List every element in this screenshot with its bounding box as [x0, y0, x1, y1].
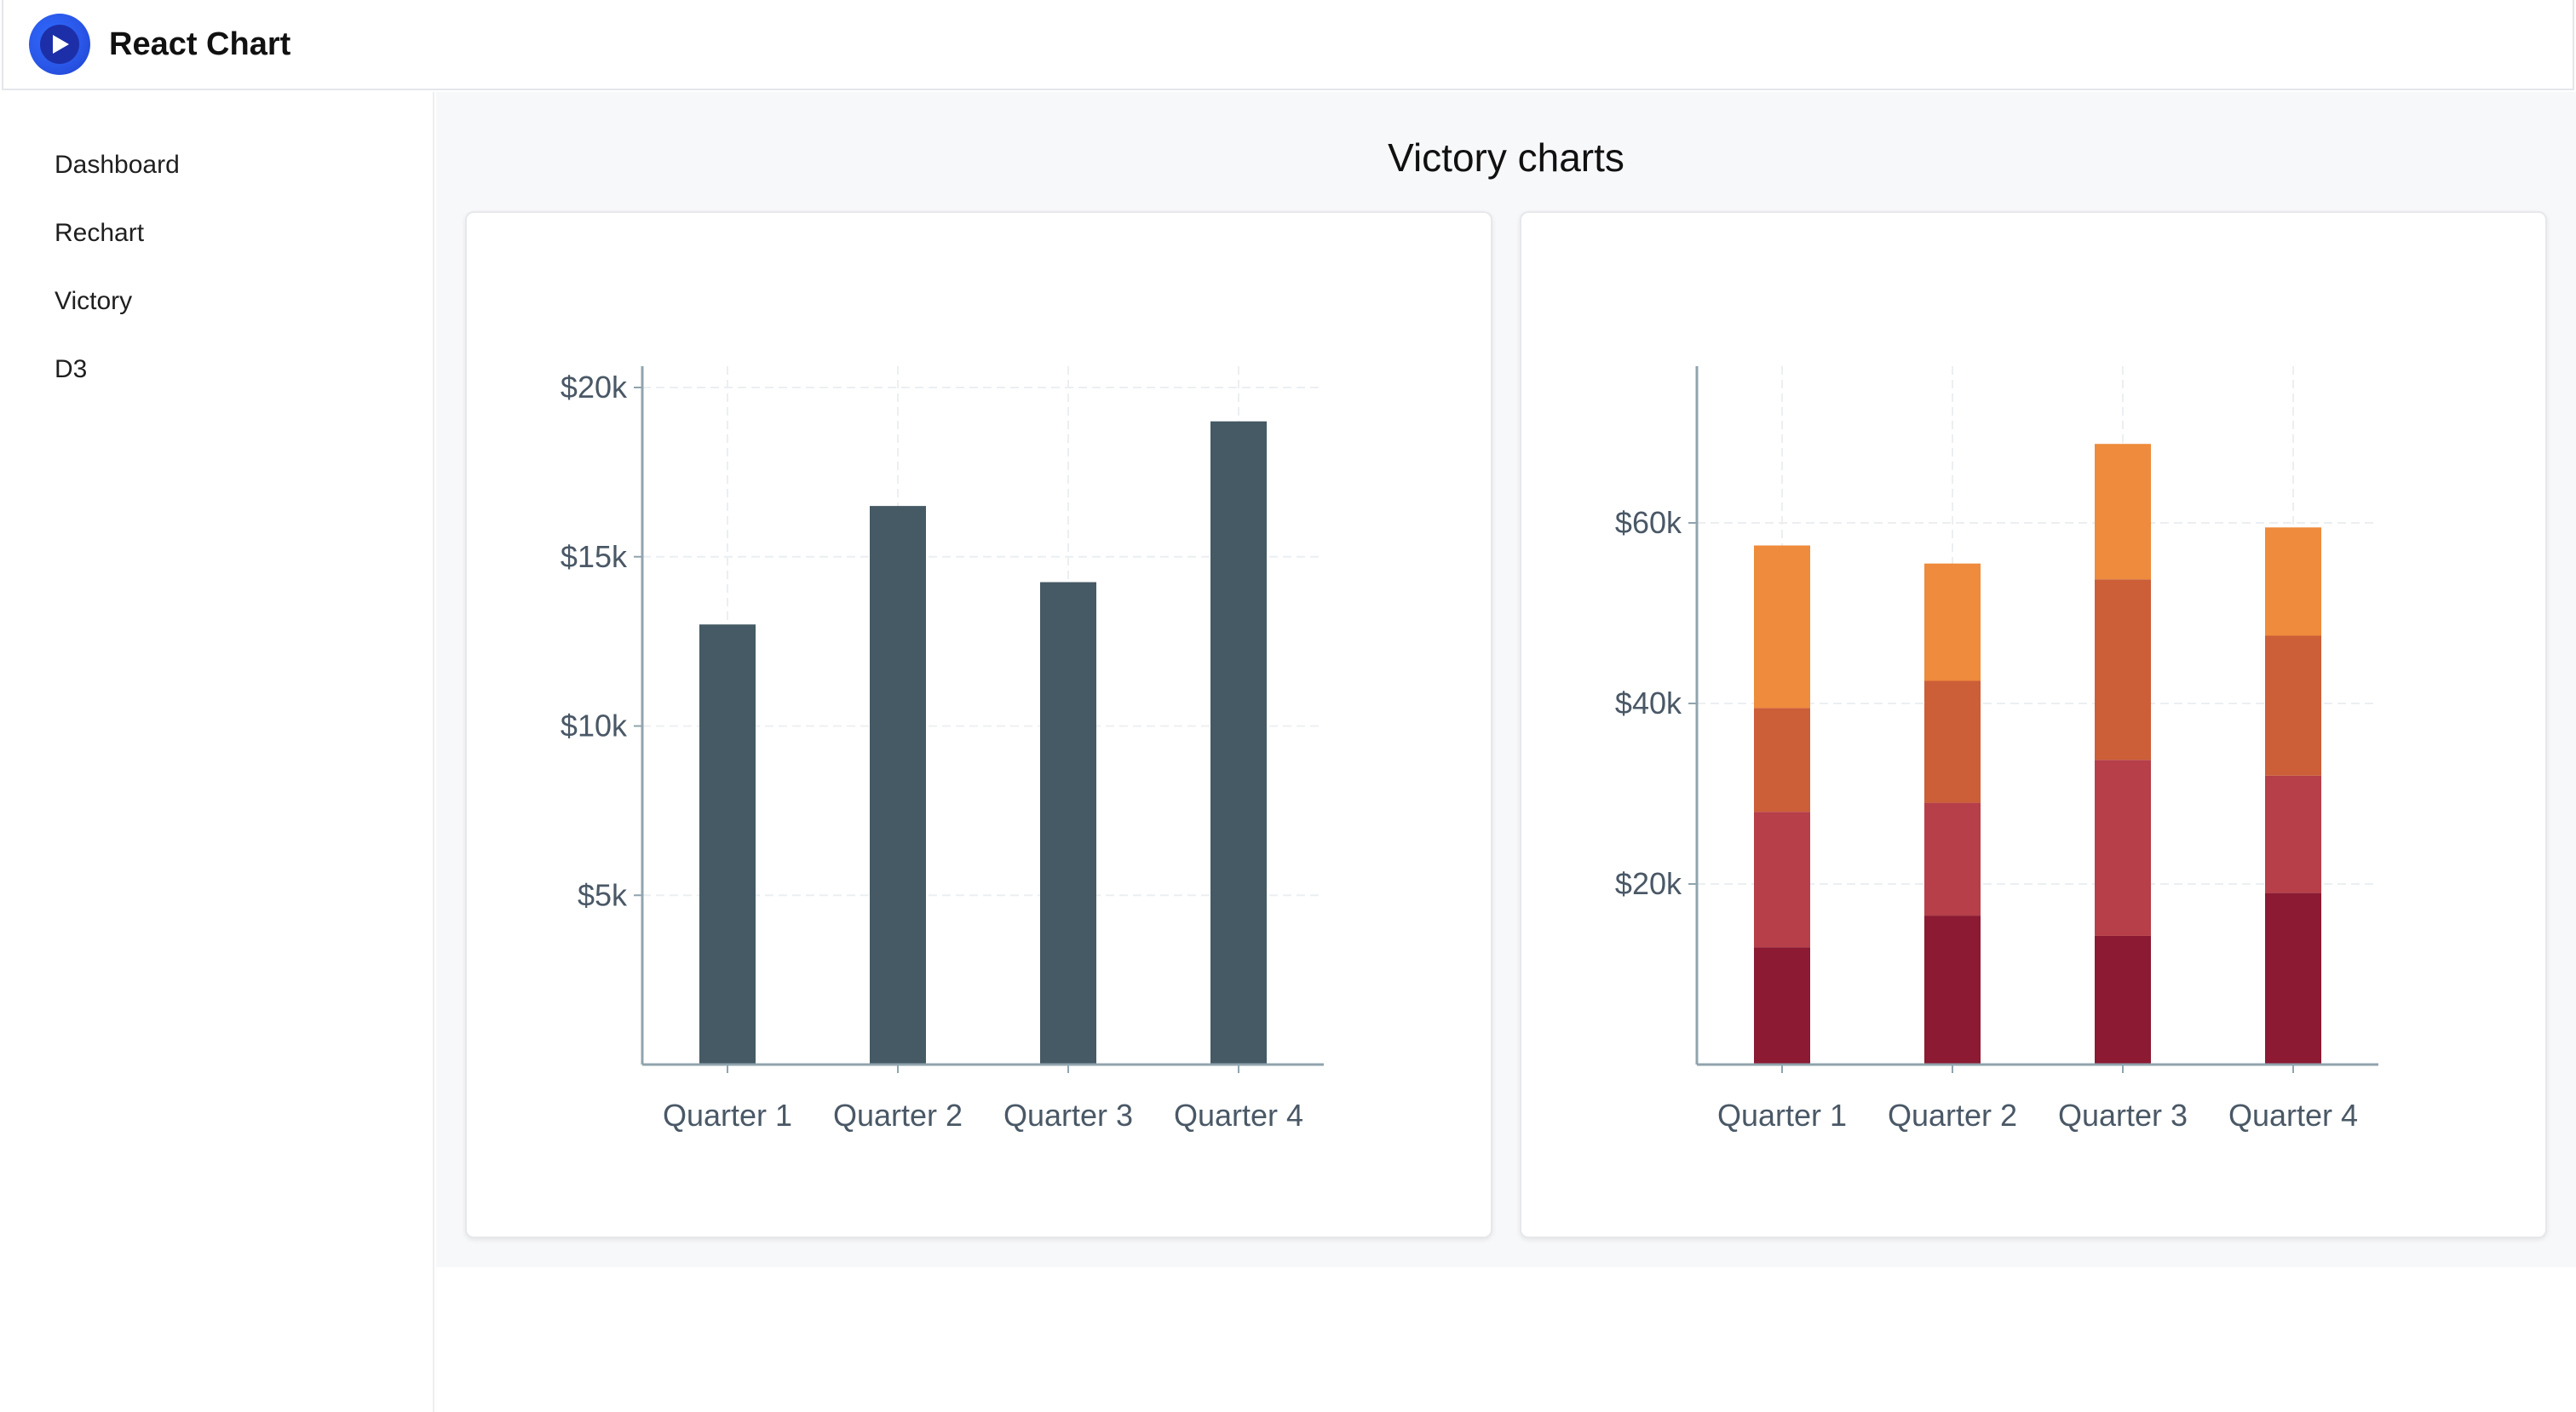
bar-segment	[1924, 802, 1981, 916]
main-content: Victory charts $5k $10k $15k $20k Quarter 1 Q…	[436, 92, 2576, 1267]
y-tick-label: $20k	[1615, 866, 1682, 901]
bar-segment	[1754, 708, 1810, 812]
bar	[1040, 582, 1096, 1065]
bar-segment	[1924, 916, 1981, 1065]
bar-segment	[1924, 680, 1981, 803]
y-tick-label: $5k	[578, 877, 628, 912]
bar-segment	[2265, 635, 2321, 776]
x-tick-label: Quarter 3	[1003, 1098, 1133, 1133]
y-tick-label: $60k	[1615, 505, 1682, 540]
y-tick-label: $40k	[1615, 686, 1682, 720]
bar-segment	[2095, 760, 2151, 936]
bar-segment	[1924, 563, 1981, 681]
sidebar: Dashboard Rechart Victory D3	[0, 92, 434, 1412]
bar	[699, 624, 756, 1065]
sidebar-item-d3[interactable]: D3	[55, 355, 88, 383]
bar	[1210, 421, 1267, 1065]
bar-chart: $5k $10k $15k $20k Quarter 1 Quarter 2 Quarter…	[561, 366, 1324, 1133]
bar-segment	[2265, 775, 2321, 893]
play-logo-icon[interactable]	[29, 14, 90, 75]
bar-segment	[1754, 545, 1810, 709]
bar-segment	[1754, 812, 1810, 948]
y-tick-label: $20k	[561, 370, 628, 405]
bar	[870, 506, 926, 1065]
chart-card-stacked: $20k $40k $60k Quarter 1 Quarter 2 Quarter 3 Q…	[1520, 211, 2547, 1238]
x-tick-label: Quarter 1	[663, 1098, 792, 1133]
y-tick-label: $10k	[561, 709, 628, 743]
app-header: React Chart	[2, 0, 2574, 90]
x-tick-label: Quarter 2	[833, 1098, 963, 1133]
page-title: Victory charts	[1388, 135, 1624, 180]
bar-segment	[2265, 893, 2321, 1065]
x-tick-label: Quarter 4	[2228, 1098, 2358, 1133]
y-tick-label: $15k	[561, 539, 628, 574]
bar-segment	[1754, 947, 1810, 1065]
x-tick-label: Quarter 1	[1717, 1098, 1847, 1133]
sidebar-item-dashboard[interactable]: Dashboard	[55, 151, 180, 179]
app-title: React Chart	[109, 26, 291, 62]
bar-segment	[2095, 579, 2151, 761]
x-tick-label: Quarter 2	[1888, 1098, 2017, 1133]
x-tick-label: Quarter 4	[1174, 1098, 1303, 1133]
stacked-bar-chart: $20k $40k $60k Quarter 1 Quarter 2 Quarter 3 Q…	[1615, 366, 2378, 1133]
bar-segment	[2095, 444, 2151, 580]
bar-segment	[2095, 935, 2151, 1065]
sidebar-item-rechart[interactable]: Rechart	[55, 219, 145, 247]
sidebar-item-victory[interactable]: Victory	[55, 287, 133, 315]
chart-card-simple: $5k $10k $15k $20k Quarter 1 Quarter 2 Quarter…	[465, 211, 1492, 1238]
x-tick-label: Quarter 3	[2058, 1098, 2188, 1133]
bar-segment	[2265, 527, 2321, 636]
